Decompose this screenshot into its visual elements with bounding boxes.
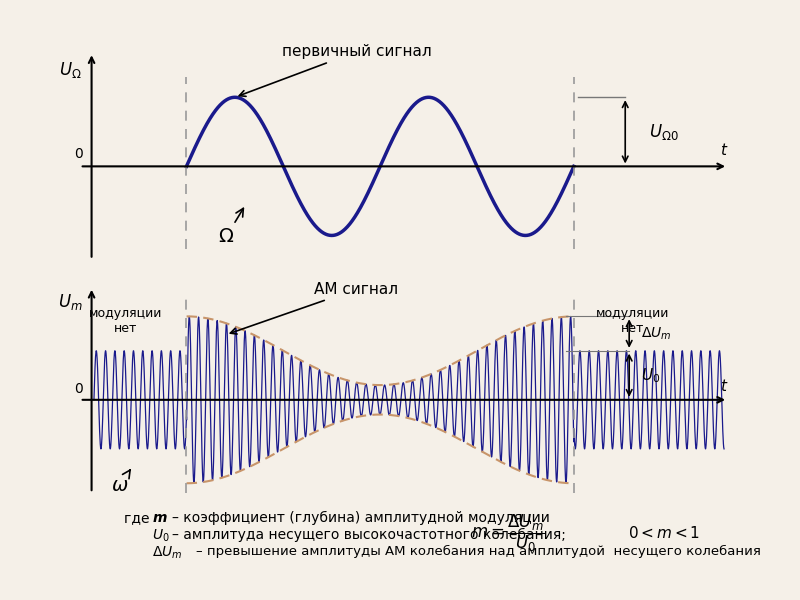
Text: $t$: $t$ — [720, 142, 728, 158]
Text: 0: 0 — [74, 382, 82, 396]
Text: – амплитуда несущего высокочастотного колебания;: – амплитуда несущего высокочастотного ко… — [172, 528, 566, 542]
Text: $\boldsymbol{m}$: $\boldsymbol{m}$ — [152, 511, 168, 525]
Text: $0 < m < 1$: $0 < m < 1$ — [628, 525, 700, 541]
Text: первичный сигнал: первичный сигнал — [239, 44, 431, 97]
Text: $U_0$: $U_0$ — [641, 366, 660, 385]
Text: $\omega$: $\omega$ — [111, 470, 130, 494]
Text: $U_0$: $U_0$ — [152, 528, 170, 544]
Text: – превышение амплитуды АМ колебания над амплитудой  несущего колебания: – превышение амплитуды АМ колебания над … — [196, 545, 761, 558]
Text: $\Delta U_m$: $\Delta U_m$ — [152, 545, 182, 561]
Text: модуляции
нет: модуляции нет — [596, 307, 669, 335]
Text: $U_{\Omega 0}$: $U_{\Omega 0}$ — [649, 122, 678, 142]
Text: где: где — [124, 511, 154, 525]
Text: – коэффициент (глубина) амплитудной модуляции: – коэффициент (глубина) амплитудной моду… — [172, 511, 550, 525]
Text: 0: 0 — [74, 147, 82, 161]
Text: $t$: $t$ — [720, 378, 728, 394]
Text: $m = \dfrac{\Delta U_m}{U_0}$: $m = \dfrac{\Delta U_m}{U_0}$ — [471, 513, 545, 554]
Text: $U_m$: $U_m$ — [58, 292, 82, 311]
Text: АМ сигнал: АМ сигнал — [230, 282, 398, 334]
Text: $U_\Omega$: $U_\Omega$ — [59, 59, 82, 80]
Text: $\Omega$: $\Omega$ — [218, 208, 243, 247]
Text: $\Delta U_m$: $\Delta U_m$ — [641, 325, 671, 342]
Text: модуляции
нет: модуляции нет — [89, 307, 162, 335]
